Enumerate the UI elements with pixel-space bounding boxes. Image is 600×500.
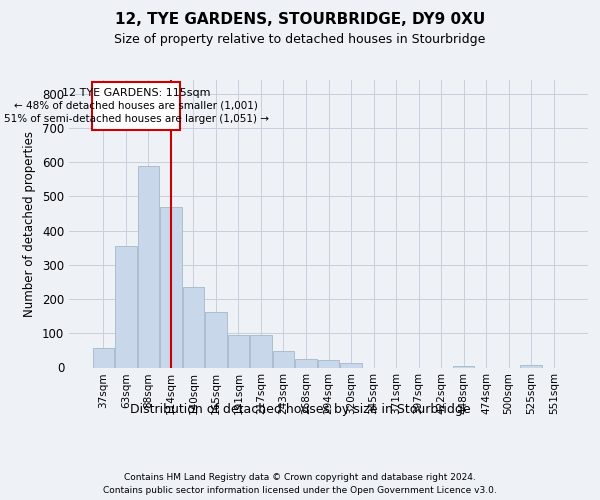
Y-axis label: Number of detached properties: Number of detached properties [23, 130, 37, 317]
Bar [160, 206, 182, 368]
Text: ← 48% of detached houses are smaller (1,001): ← 48% of detached houses are smaller (1,… [14, 100, 259, 110]
Text: Contains public sector information licensed under the Open Government Licence v3: Contains public sector information licen… [103, 486, 497, 495]
Bar [295, 359, 317, 368]
Bar [228, 335, 249, 368]
Bar [520, 365, 542, 368]
Text: 12, TYE GARDENS, STOURBRIDGE, DY9 0XU: 12, TYE GARDENS, STOURBRIDGE, DY9 0XU [115, 12, 485, 28]
Text: 12 TYE GARDENS: 115sqm: 12 TYE GARDENS: 115sqm [62, 88, 211, 98]
Text: Distribution of detached houses by size in Stourbridge: Distribution of detached houses by size … [130, 402, 470, 415]
Text: 51% of semi-detached houses are larger (1,051) →: 51% of semi-detached houses are larger (… [4, 114, 269, 124]
Bar [182, 288, 204, 368]
Bar [92, 348, 114, 368]
Bar [137, 166, 159, 368]
Bar [250, 335, 272, 368]
Bar [453, 366, 475, 368]
Text: Size of property relative to detached houses in Stourbridge: Size of property relative to detached ho… [115, 32, 485, 46]
Bar [115, 246, 137, 368]
Bar [205, 312, 227, 368]
Bar [318, 360, 339, 368]
Bar [340, 364, 362, 368]
FancyBboxPatch shape [92, 82, 181, 130]
Bar [273, 352, 294, 368]
Text: Contains HM Land Registry data © Crown copyright and database right 2024.: Contains HM Land Registry data © Crown c… [124, 472, 476, 482]
